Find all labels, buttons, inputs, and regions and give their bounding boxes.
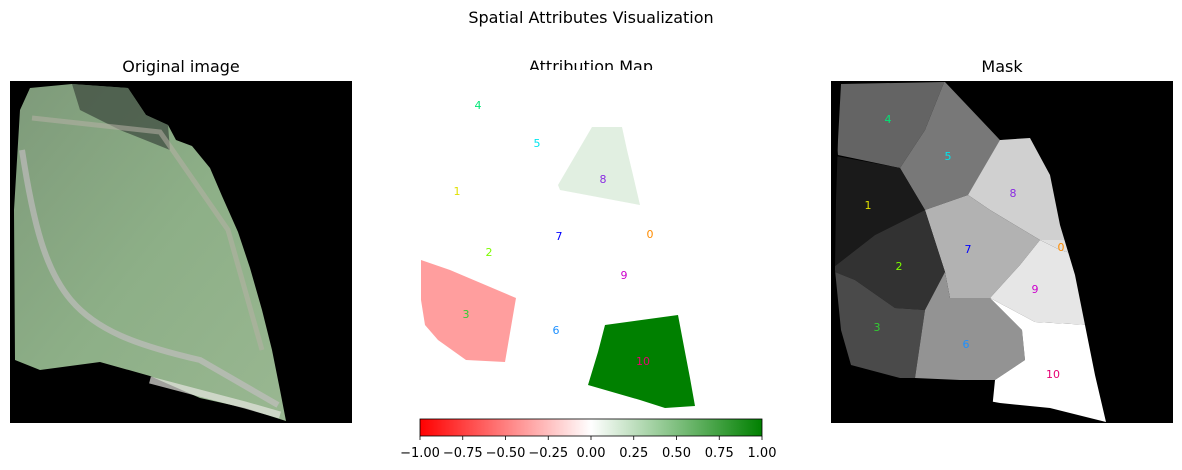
colorbar-tick-label: −0.75	[443, 446, 483, 461]
mask-region-9	[990, 240, 1090, 325]
mask-segment-label-2: 2	[896, 260, 903, 273]
segment-labels: 0 0 1 1 2 2 3 3 4 4 5 5 6 6 7 7 8 8 9 9 10 10	[454, 99, 1065, 381]
attribution-segment-label-4: 4	[475, 99, 482, 112]
mask-segment-label-10: 10	[1046, 368, 1060, 381]
attribution-segment-label-9: 9	[621, 269, 628, 282]
field-bright-strip	[149, 376, 281, 419]
attribution-segment-label-10: 10	[636, 355, 650, 368]
field-dark-edge	[72, 84, 170, 150]
mask-region-5	[900, 82, 1000, 210]
attribution-segment-label-0: 0	[647, 228, 654, 241]
mask-panel	[831, 81, 1173, 423]
colorbar-tick-label: −1.00	[400, 446, 440, 461]
attribution-background	[420, 70, 762, 412]
colorbar-tick-label: 0.00	[577, 446, 606, 461]
mask-segment-label-3: 3	[874, 321, 881, 334]
segment-10-region	[588, 315, 695, 408]
colorbar-gradient	[419, 418, 763, 437]
colorbar-ticks: −1.00 −0.75 −0.50 −0.25 0.00 0.25 0.50 0.75 1.00	[400, 436, 776, 461]
attribution-segment-label-1: 1	[454, 185, 461, 198]
figure-title: Spatial Attributes Visualization	[468, 8, 714, 27]
mask-segment-label-9: 9	[1032, 283, 1039, 296]
mask-region-4	[835, 82, 945, 168]
mask-region-2	[835, 210, 945, 310]
segment-8-region	[558, 127, 640, 205]
attribution-segment-label-8: 8	[600, 173, 607, 186]
panel-title-mask: Mask	[981, 57, 1023, 76]
field-track-inner	[19, 149, 280, 408]
mask-segment-label-0: 0	[1058, 241, 1065, 254]
colorbar-tick-label: −0.50	[486, 446, 526, 461]
mask-segment-label-1: 1	[865, 199, 872, 212]
original-image	[10, 81, 352, 423]
attribution-segment-label-6: 6	[553, 324, 560, 337]
colorbar-tick-label: −0.25	[528, 446, 568, 461]
mask-region-6	[915, 272, 1025, 380]
colorbar-tick-label: 0.75	[705, 446, 734, 461]
attribution-segment-label-7: 7	[556, 230, 563, 243]
mask-segment-label-4: 4	[885, 113, 892, 126]
mask-segment-label-8: 8	[1010, 187, 1017, 200]
field-track-outer	[31, 115, 265, 351]
panel-title-original: Original image	[122, 57, 240, 76]
attribution-segment-label-3: 3	[463, 308, 470, 321]
field-parcel	[14, 84, 286, 421]
attribution-segment-label-5: 5	[534, 137, 541, 150]
mask-region-1	[835, 155, 925, 270]
colorbar-tick-label: 0.25	[619, 446, 648, 461]
colorbar-tick-label: 1.00	[748, 446, 777, 461]
mask-segment-label-6: 6	[963, 338, 970, 351]
mask-region-10	[990, 298, 1106, 422]
segment-3-region	[421, 260, 516, 362]
mask-segment-label-7: 7	[965, 243, 972, 256]
colorbar-tick-label: 0.50	[662, 446, 691, 461]
mask-region-3	[835, 270, 925, 378]
mask-segment-label-5: 5	[945, 150, 952, 163]
attribution-map	[420, 70, 762, 412]
attribution-segment-label-2: 2	[486, 246, 493, 259]
attribution-colorbar: −1.00 −0.75 −0.50 −0.25 0.00 0.25 0.50 0.75 1.00	[400, 418, 776, 461]
mask-region-7	[925, 195, 1040, 298]
